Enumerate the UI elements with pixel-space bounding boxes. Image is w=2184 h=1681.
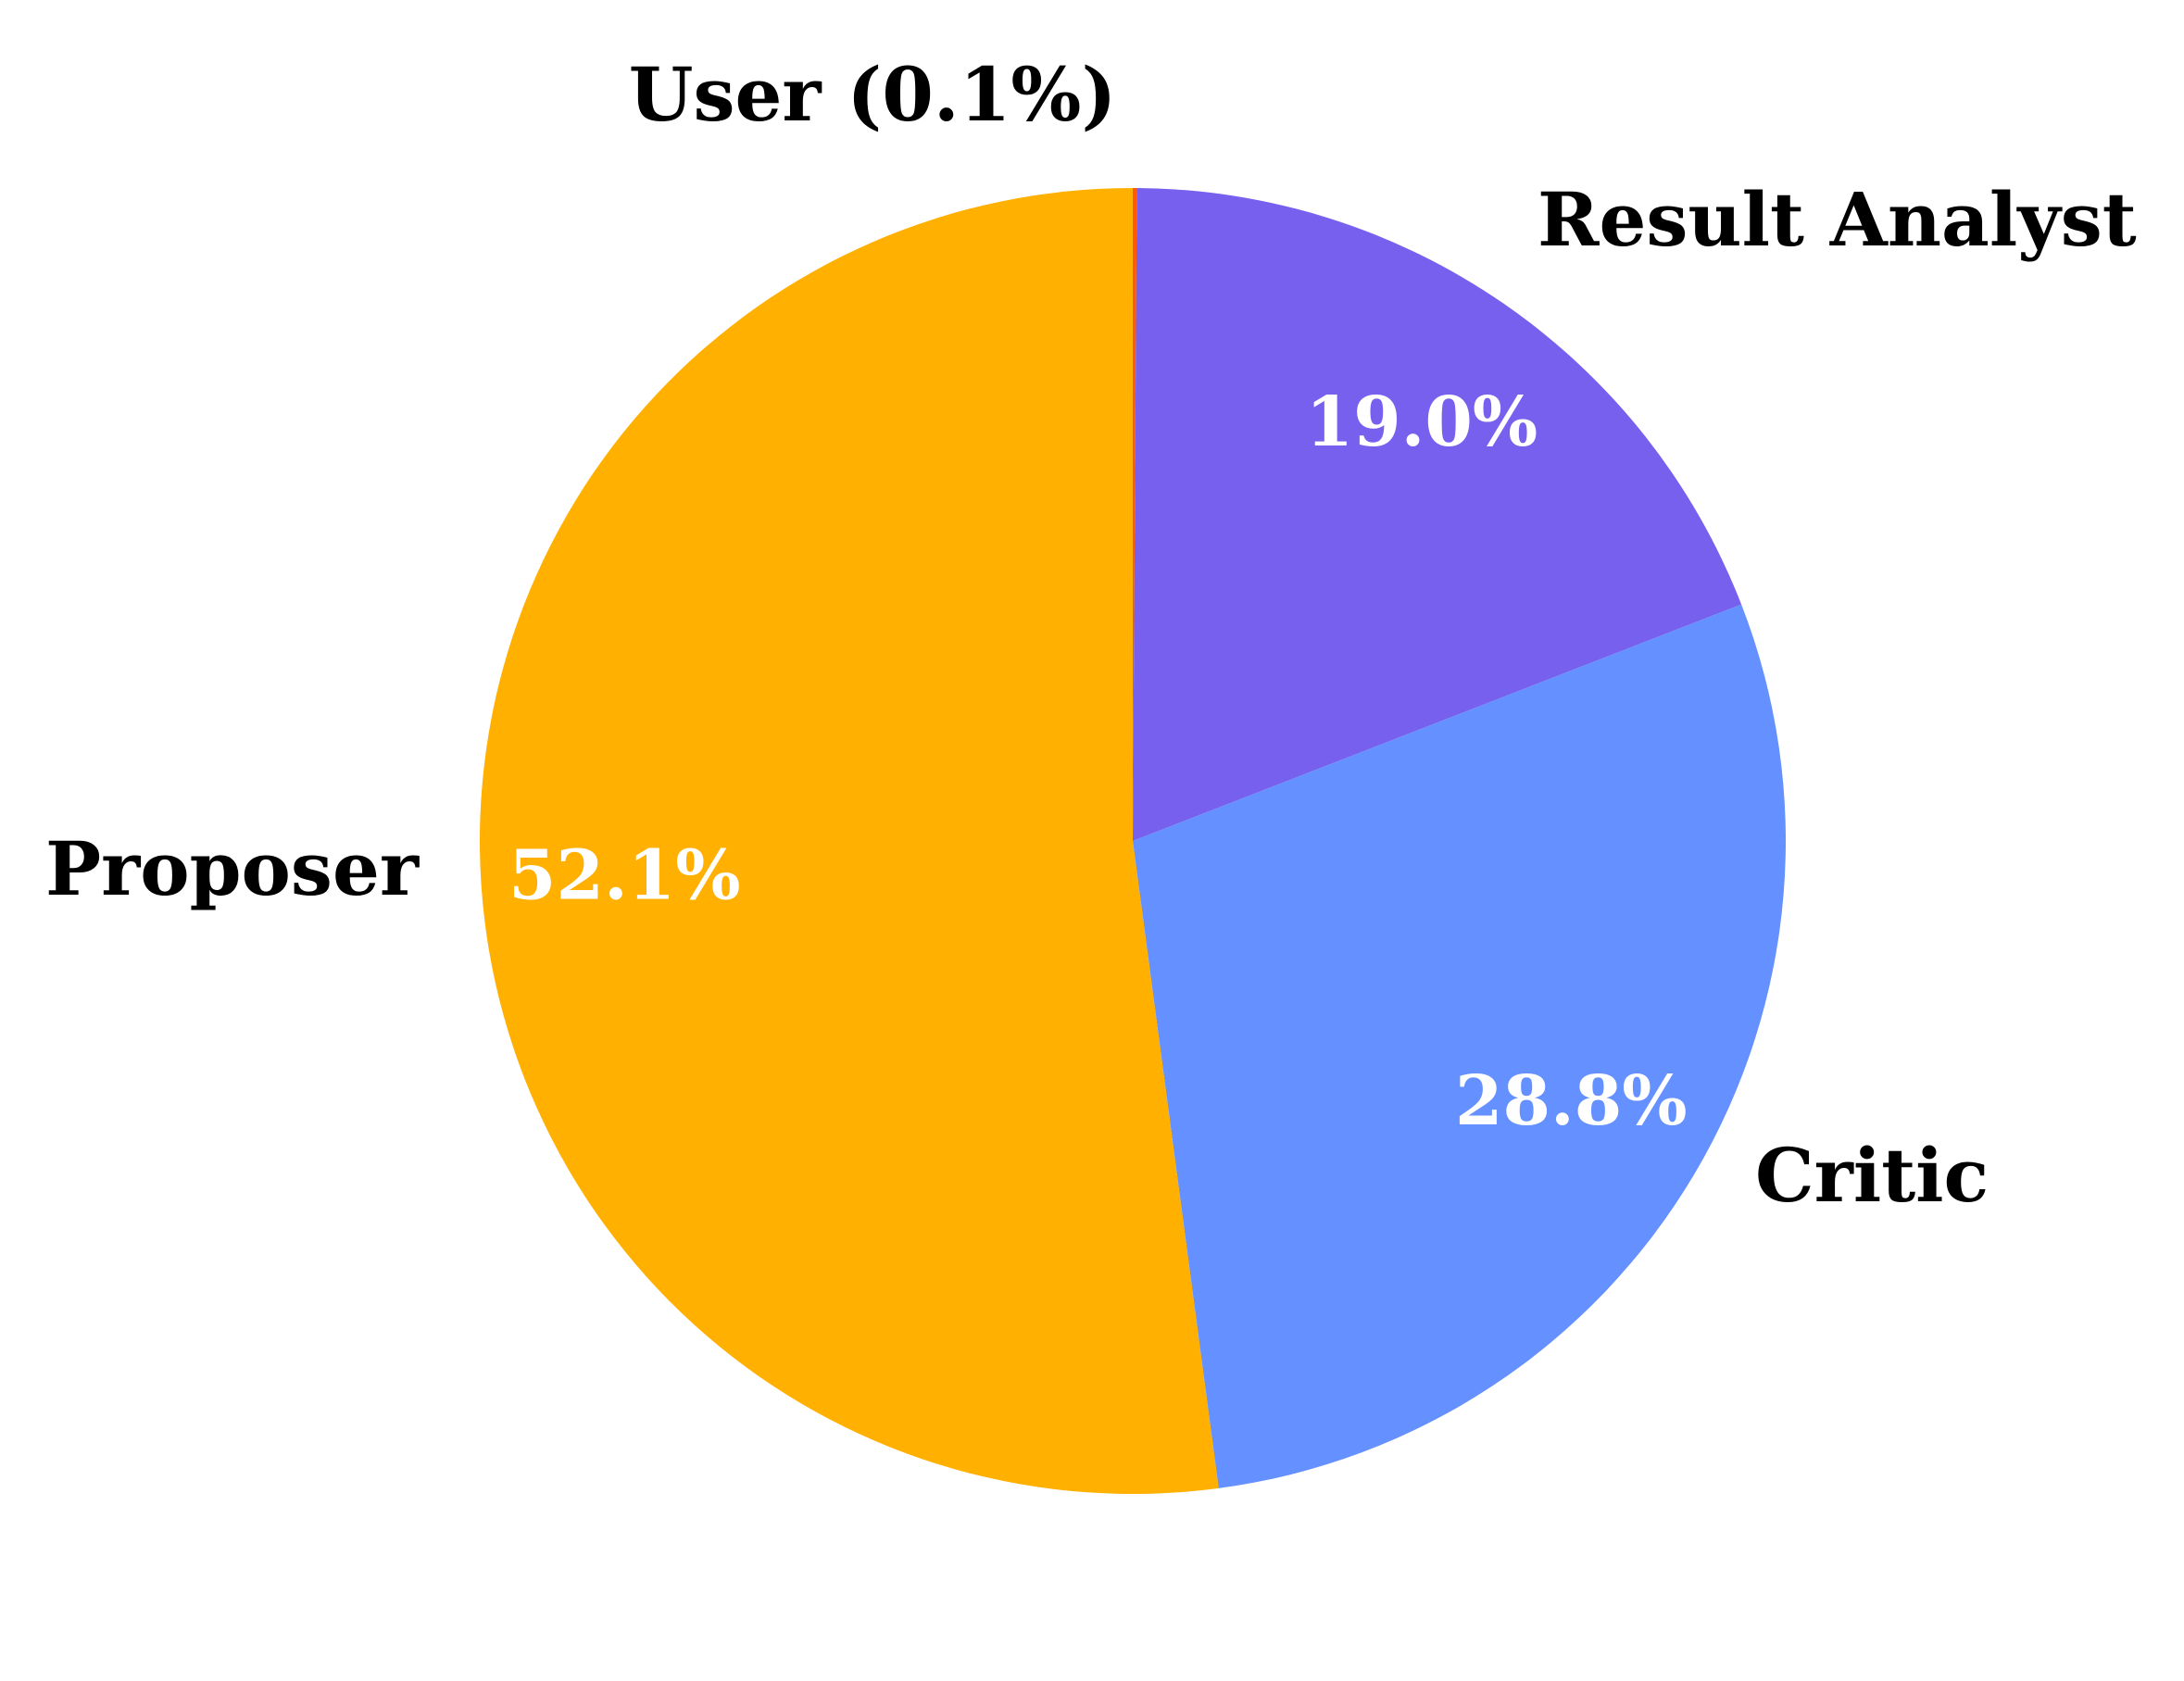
label-proposer: Proposer: [45, 825, 420, 912]
pct-label-critic: 28.8%: [1455, 1061, 1688, 1141]
label-critic: Critic: [1755, 1132, 1989, 1219]
slice-labels: User (0.1%) Result Analyst Critic Proposer: [45, 51, 2137, 1219]
slice-result-analyst: [1133, 188, 1742, 841]
pie-slices: [479, 188, 1786, 1494]
label-user: User (0.1%): [629, 51, 1117, 138]
pct-label-result-analyst: 19.0%: [1306, 383, 1538, 462]
slice-user: [1133, 188, 1137, 841]
slice-proposer: [479, 188, 1219, 1494]
label-result-analyst: Result Analyst: [1538, 176, 2137, 263]
slice-critic: [1133, 604, 1786, 1488]
percentage-labels: 19.0% 28.8% 52.1%: [508, 383, 1688, 1141]
pct-label-proposer: 52.1%: [508, 835, 741, 915]
